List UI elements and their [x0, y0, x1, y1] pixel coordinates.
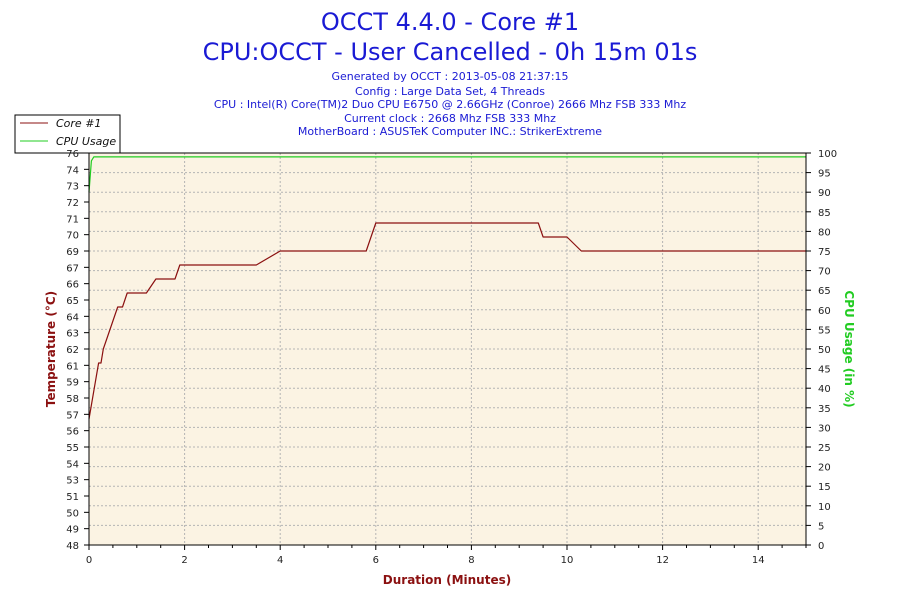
info-motherboard: MotherBoard : ASUSTeK Computer INC.: Str… [298, 125, 602, 138]
y-left-tick-label: 48 [66, 541, 79, 552]
y-right-tick-label: 20 [818, 463, 831, 474]
y-left-tick-label: 63 [66, 329, 79, 340]
x-tick-label: 12 [656, 555, 669, 566]
y-left-tick-label: 62 [66, 345, 79, 356]
info-config: Config : Large Data Set, 4 Threads [355, 85, 545, 98]
y-right-tick-label: 95 [818, 169, 831, 180]
x-axis-label: Duration (Minutes) [383, 573, 511, 587]
y-axis-label-left: Temperature (°C) [44, 291, 58, 407]
y-left-tick-label: 67 [66, 263, 79, 274]
y-left-tick-label: 66 [66, 280, 79, 291]
y-left-tick-label: 64 [66, 312, 79, 323]
y-left-tick-label: 71 [66, 214, 79, 225]
y-right-tick-label: 35 [818, 404, 831, 415]
y-right-tick-label: 45 [818, 365, 831, 376]
legend-label-core: Core #1 [56, 117, 101, 130]
legend-label-cpu: CPU Usage [56, 135, 116, 148]
series-layer [88, 156, 806, 420]
y-right-tick-label: 60 [818, 306, 831, 317]
info-clock: Current clock : 2668 Mhz FSB 333 Mhz [344, 112, 556, 125]
y-right-tick-label: 85 [818, 208, 831, 219]
grid [89, 153, 806, 545]
chart-subtitle: CPU:OCCT - User Cancelled - 0h 15m 01s [203, 38, 698, 66]
y-left-tick-label: 53 [66, 476, 79, 487]
chart-title: OCCT 4.4.0 - Core #1 [321, 8, 579, 36]
y-left-tick-label: 69 [66, 247, 79, 258]
axes: 0 2 4 6 8 10 12 14 0 5 10 15 20 25 30 35 40 45 50 55 60 65 70 7… [66, 149, 837, 566]
y-left-tick-label: 74 [66, 165, 79, 176]
series-line-cpu-usage [88, 156, 806, 193]
x-tick-label: 10 [561, 555, 574, 566]
y-right-tick-label: 100 [818, 149, 837, 160]
x-tick-label: 6 [373, 555, 379, 566]
y-axis-label-right: CPU Usage (in %) [842, 290, 856, 407]
y-right-tick-label: 65 [818, 286, 831, 297]
y-right-tick-label: 70 [818, 267, 831, 278]
y-left-tick-label: 57 [66, 410, 79, 421]
y-right-tick-label: 5 [818, 521, 824, 532]
y-right-tick-label: 0 [818, 541, 824, 552]
y-left-tick-label: 72 [66, 198, 79, 209]
y-right-tick-label: 55 [818, 325, 831, 336]
y-right-tick-label: 10 [818, 502, 831, 513]
y-left-tick-label: 50 [66, 508, 79, 519]
y-left-tick-label: 73 [66, 182, 79, 193]
y-left-tick-label: 59 [66, 378, 79, 389]
y-left-tick-label: 55 [66, 443, 79, 454]
y-right-tick-label: 80 [818, 227, 831, 238]
series-line-core-1 [88, 222, 806, 420]
x-tick-label: 8 [468, 555, 474, 566]
y-right-tick-label: 90 [818, 188, 831, 199]
y-left-tick-label: 54 [66, 459, 79, 470]
y-left-tick-label: 58 [66, 394, 79, 405]
legend-box [14, 114, 121, 154]
legend: Core #1 CPU Usage [14, 114, 121, 154]
y-left-tick-label: 56 [66, 427, 79, 438]
y-right-tick-label: 15 [818, 482, 831, 493]
y-left-tick-label: 76 [66, 149, 79, 160]
info-cpu: CPU : Intel(R) Core(TM)2 Duo CPU E6750 @… [214, 98, 686, 111]
y-left-tick-label: 51 [66, 492, 79, 503]
y-left-tick-label: 61 [66, 361, 79, 372]
x-tick-label: 14 [752, 555, 765, 566]
y-left-tick-label: 65 [66, 296, 79, 307]
y-left-tick-label: 49 [66, 525, 79, 536]
x-tick-label: 4 [277, 555, 283, 566]
y-right-tick-label: 50 [818, 345, 831, 356]
x-tick-label: 0 [86, 555, 92, 566]
y-right-tick-label: 75 [818, 247, 831, 258]
info-generated: Generated by OCCT : 2013-05-08 21:37:15 [331, 70, 568, 83]
y-right-tick-label: 40 [818, 384, 831, 395]
y-left-tick-label: 70 [66, 231, 79, 242]
x-tick-label: 2 [181, 555, 187, 566]
y-right-tick-label: 25 [818, 443, 831, 454]
y-right-tick-label: 30 [818, 423, 831, 434]
